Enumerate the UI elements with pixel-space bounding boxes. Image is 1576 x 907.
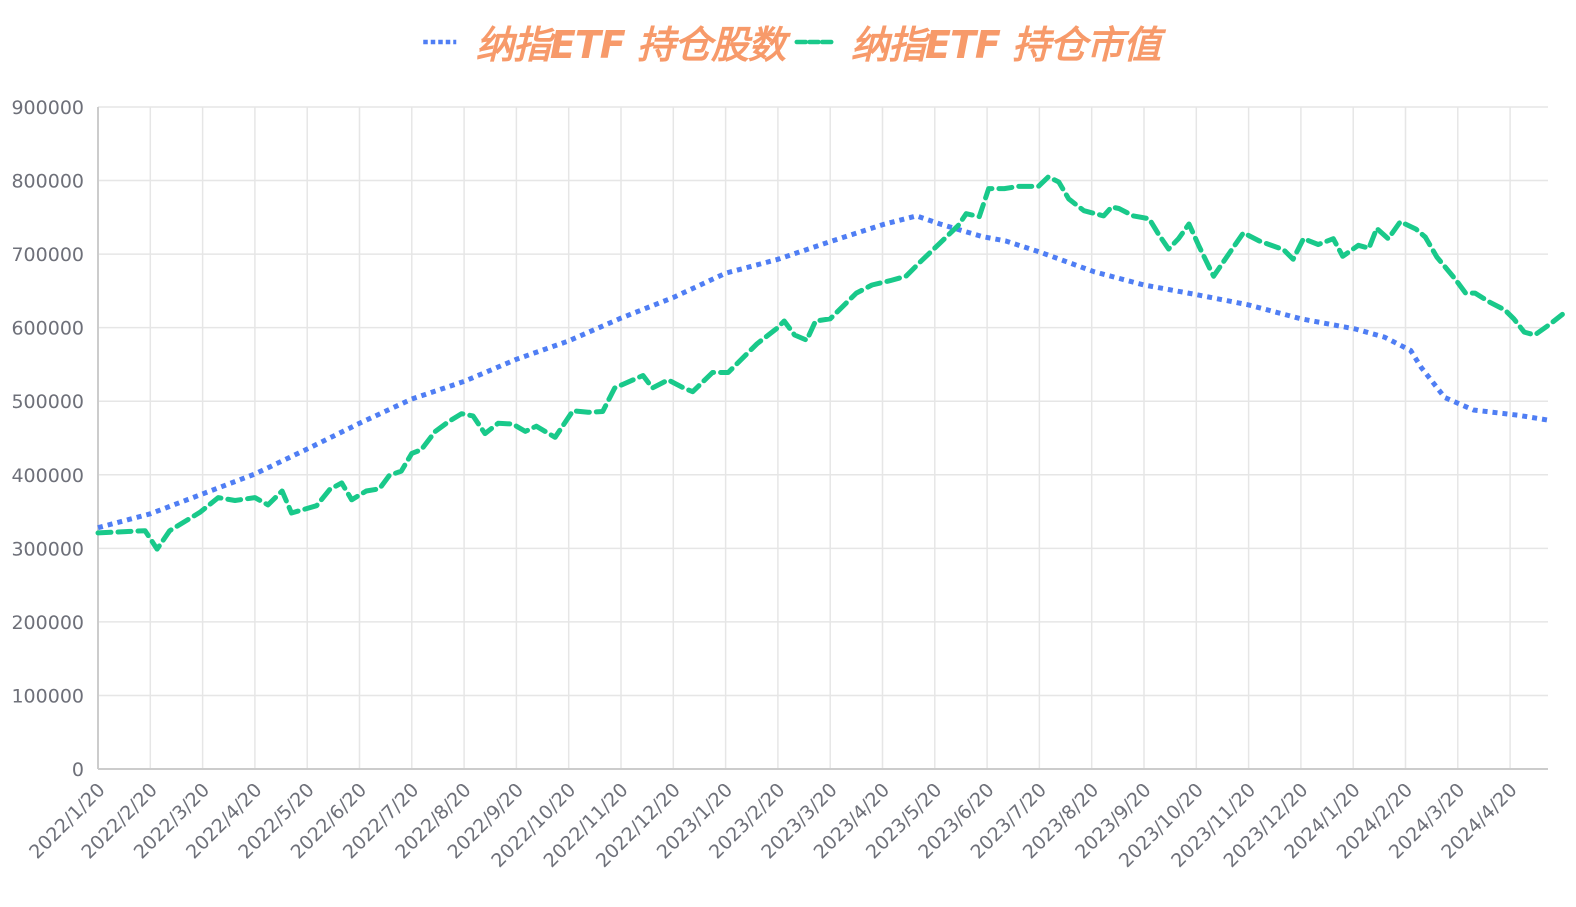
y-tick-label: 0 <box>72 759 84 781</box>
y-tick-label: 800000 <box>11 171 84 193</box>
y-tick-label: 700000 <box>11 244 84 266</box>
grid-lines <box>98 106 1548 769</box>
y-axis: 0 100000 200000 300000 400000 500000 600000 700… <box>11 97 99 781</box>
y-tick-label: 900000 <box>11 97 84 119</box>
legend-label-shares: 纳指ETF 持仓股数 <box>475 23 786 67</box>
shares-series-line[interactable] <box>97 213 1550 531</box>
y-tick-label: 100000 <box>11 685 84 707</box>
y-tick-label: 500000 <box>11 391 84 413</box>
y-tick-label: 400000 <box>11 465 84 487</box>
y-tick-label: 600000 <box>11 318 84 340</box>
legend-item-value[interactable]: 纳指ETF 持仓市值 <box>785 14 1161 69</box>
chart-legend: 纳指ETF 持仓股数 纳指ETF 持仓市值 <box>0 14 1576 69</box>
series-lines <box>95 174 1565 552</box>
value-series-line[interactable] <box>95 174 1565 552</box>
y-tick-label: 300000 <box>11 538 84 560</box>
dotted-line-swatch-icon <box>423 39 457 44</box>
legend-item-shares[interactable]: 纳指ETF 持仓股数 <box>416 14 786 69</box>
x-axis: 2022/1/202022/2/202022/3/202022/4/202022… <box>25 768 1548 872</box>
legend-label-value: 纳指ETF 持仓市值 <box>851 23 1161 67</box>
y-tick-label: 200000 <box>11 612 84 634</box>
dashed-line-swatch-icon <box>794 39 834 44</box>
